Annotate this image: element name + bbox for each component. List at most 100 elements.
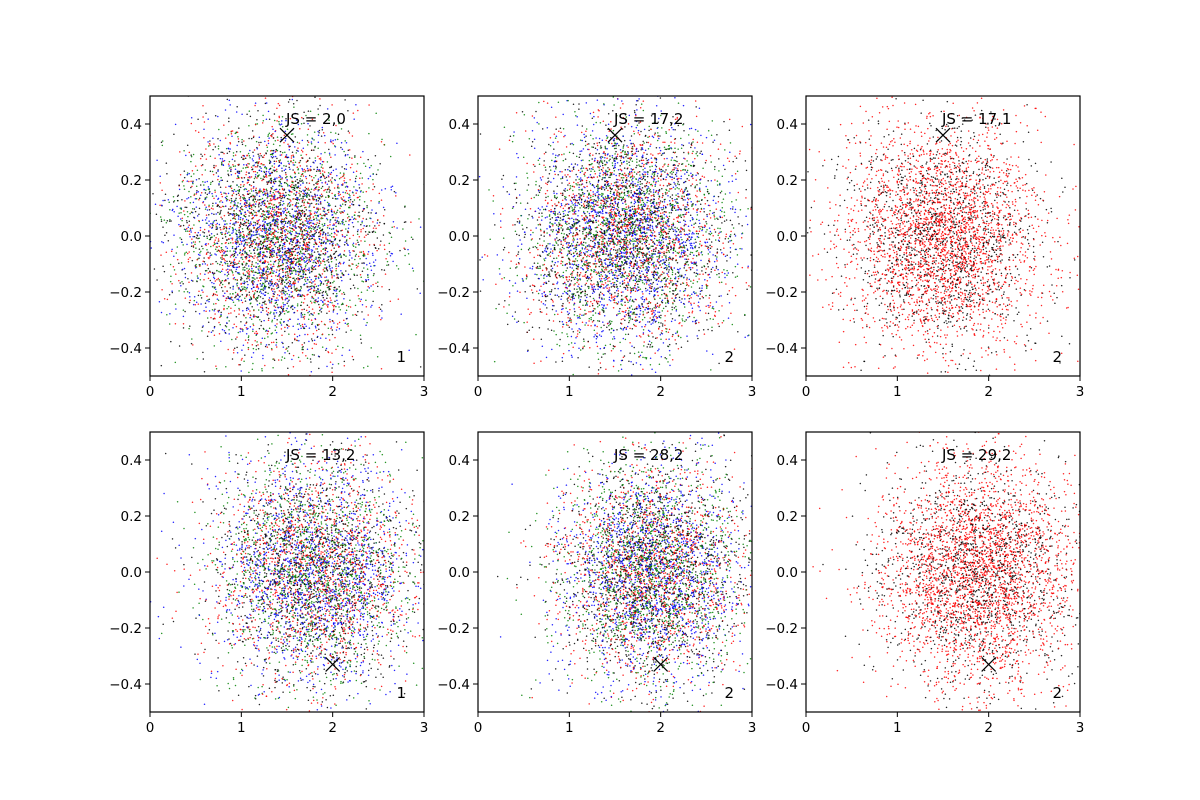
scatter-point xyxy=(349,201,351,203)
scatter-point xyxy=(245,164,248,167)
scatter-point xyxy=(190,186,192,189)
scatter-point xyxy=(329,223,331,226)
scatter-point xyxy=(321,260,324,262)
scatter-point xyxy=(219,211,222,213)
scatter-point xyxy=(356,230,359,233)
scatter-point xyxy=(281,280,283,283)
scatter-point xyxy=(327,224,329,227)
scatter-point xyxy=(331,333,334,336)
scatter-point xyxy=(311,285,313,287)
scatter-point xyxy=(265,274,268,276)
scatter-point xyxy=(238,300,240,302)
scatter-point xyxy=(258,174,260,176)
scatter-point xyxy=(262,301,264,304)
scatter-point xyxy=(259,224,261,226)
scatter-point xyxy=(313,266,315,269)
scatter-point xyxy=(257,286,259,289)
scatter-point xyxy=(370,200,372,202)
scatter-point xyxy=(242,154,244,157)
scatter-point xyxy=(200,297,203,299)
scatter-point xyxy=(186,172,189,174)
scatter-point xyxy=(162,226,164,228)
scatter-point xyxy=(191,207,194,210)
scatter-point xyxy=(223,252,225,255)
scatter-point xyxy=(221,205,224,208)
scatter-point xyxy=(299,223,301,226)
scatter-point xyxy=(292,277,294,280)
scatter-point xyxy=(206,299,208,302)
scatter-point xyxy=(360,276,362,279)
scatter-point xyxy=(262,119,265,122)
scatter-point xyxy=(286,232,289,235)
scatter-point xyxy=(275,191,277,193)
scatter-point xyxy=(321,164,323,166)
scatter-point xyxy=(272,223,274,225)
scatter-point xyxy=(300,267,303,269)
scatter-point xyxy=(281,230,284,232)
scatter-point xyxy=(333,289,336,292)
scatter-point xyxy=(254,271,256,274)
scatter-point xyxy=(193,216,195,219)
scatter-point xyxy=(284,274,287,277)
scatter-point xyxy=(286,292,288,295)
scatter-point xyxy=(270,199,273,202)
scatter-point xyxy=(298,189,301,192)
scatter-point xyxy=(234,154,237,156)
scatter-point xyxy=(240,276,242,278)
scatter-point xyxy=(234,241,237,243)
scatter-point xyxy=(265,102,268,104)
scatter-point xyxy=(317,178,320,180)
scatter-point xyxy=(251,368,254,371)
scatter-point xyxy=(274,291,276,293)
scatter-point xyxy=(260,311,262,314)
scatter-point xyxy=(356,162,359,165)
scatter-point xyxy=(307,141,310,143)
scatter-point xyxy=(184,273,187,275)
scatter-point xyxy=(240,283,242,285)
scatter-point xyxy=(241,250,244,252)
scatter-point xyxy=(277,359,280,361)
scatter-point xyxy=(337,244,339,246)
scatter-point xyxy=(289,117,292,120)
scatter-point xyxy=(228,167,231,169)
scatter-point xyxy=(271,154,274,156)
scatter-point xyxy=(285,254,288,257)
scatter-point xyxy=(217,277,220,280)
scatter-point xyxy=(327,300,329,303)
scatter-point xyxy=(320,262,322,264)
scatter-point xyxy=(227,295,229,298)
scatter-point xyxy=(192,344,194,346)
scatter-point xyxy=(308,227,310,230)
scatter-point xyxy=(407,248,409,251)
scatter-point xyxy=(292,354,295,357)
scatter-point xyxy=(305,153,308,156)
scatter-point xyxy=(325,236,327,238)
scatter-point xyxy=(370,269,373,272)
scatter-point xyxy=(318,220,321,223)
scatter-point xyxy=(279,195,282,197)
scatter-point xyxy=(361,311,363,313)
scatter-point xyxy=(188,301,191,304)
scatter-point xyxy=(279,124,281,126)
scatter-point xyxy=(280,154,283,156)
scatter-point xyxy=(340,303,343,306)
scatter-point xyxy=(267,134,270,136)
scatter-point xyxy=(321,233,324,236)
scatter-point xyxy=(376,222,379,224)
scatter-point xyxy=(278,254,280,257)
scatter-point xyxy=(254,195,256,197)
scatter-point xyxy=(255,242,258,244)
scatter-point xyxy=(268,175,270,177)
scatter-point xyxy=(289,204,292,206)
scatter-point xyxy=(217,138,219,140)
scatter-point xyxy=(320,320,323,323)
scatter-point xyxy=(179,237,181,239)
scatter-point xyxy=(251,267,253,270)
scatter-point xyxy=(284,330,286,333)
scatter-point xyxy=(218,309,220,312)
scatter-point xyxy=(343,298,345,300)
scatter-point xyxy=(277,266,279,268)
scatter-point xyxy=(290,161,292,163)
scatter-point xyxy=(352,171,355,173)
scatter-point xyxy=(376,237,379,239)
